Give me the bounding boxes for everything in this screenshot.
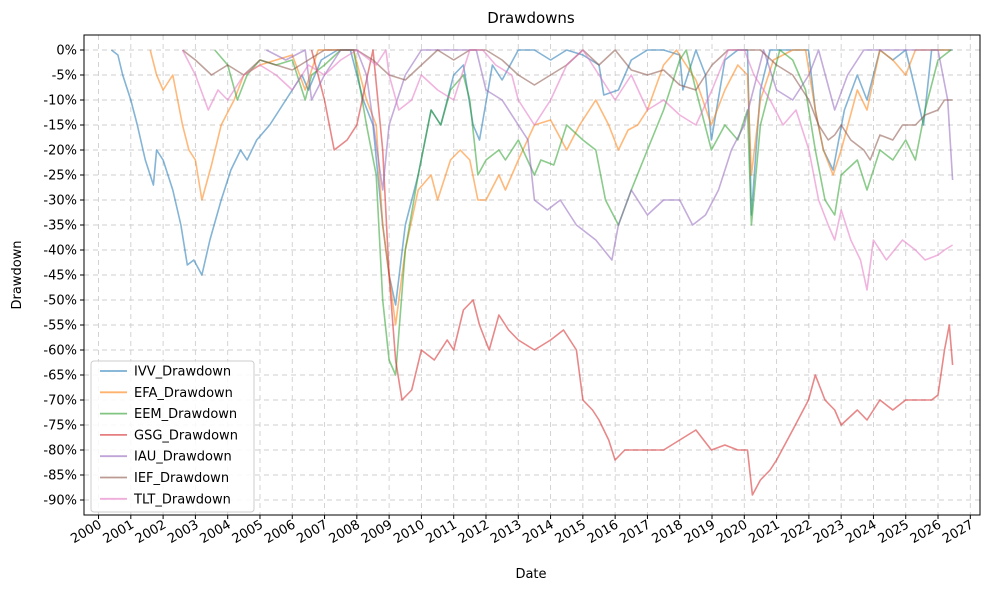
y-tick-label: -85%	[43, 469, 77, 484]
legend-box	[90, 360, 255, 513]
series-line-IEF_Drawdown	[182, 49, 953, 161]
y-tick-label: -70%	[43, 394, 77, 409]
y-tick-label: -90%	[43, 494, 77, 509]
y-tick-label: -55%	[43, 319, 77, 334]
series-line-IVV_Drawdown	[110, 49, 953, 306]
series-line-IAU_Drawdown	[266, 49, 954, 261]
y-axis: 0% -5% -10% -15% -20% -25% -30% -35% -40% -45% -50…	[43, 44, 84, 509]
y-tick-label: -5%	[52, 69, 77, 84]
legend-label: TLT_Drawdown	[133, 492, 231, 507]
y-tick-label: -25%	[43, 169, 77, 184]
series-line-GSG_Drawdown	[310, 49, 954, 496]
legend-label: IAU_Drawdown	[134, 450, 232, 465]
y-tick-label: -35%	[43, 219, 77, 234]
y-tick-label: -40%	[43, 244, 77, 259]
y-tick-label: -75%	[43, 419, 77, 434]
y-tick-label: -30%	[43, 194, 77, 209]
series-lines	[110, 49, 954, 496]
chart-title: Drawdowns	[487, 9, 575, 27]
y-tick-label: 0%	[56, 44, 77, 59]
legend-label: GSG_Drawdown	[134, 428, 238, 443]
y-tick-label: -15%	[43, 119, 77, 134]
x-axis-title: Date	[515, 567, 546, 582]
y-tick-label: -10%	[43, 94, 77, 109]
y-tick-label: -45%	[43, 269, 77, 284]
series-line-TLT_Drawdown	[181, 49, 954, 291]
y-tick-label: -80%	[43, 444, 77, 459]
legend-label: EEM_Drawdown	[134, 407, 237, 422]
y-axis-title: Drawdown	[10, 240, 25, 309]
legend-label: EFA_Drawdown	[134, 386, 233, 401]
y-tick-label: -60%	[43, 344, 77, 359]
legend-label: IEF_Drawdown	[134, 471, 229, 486]
legend: IVV_Drawdown EFA_Drawdown EEM_Drawdown GSG_…	[90, 360, 255, 513]
y-tick-label: -50%	[43, 294, 77, 309]
legend-label: IVV_Drawdown	[134, 365, 231, 380]
y-tick-label: -20%	[43, 144, 77, 159]
y-tick-label: -65%	[43, 369, 77, 384]
